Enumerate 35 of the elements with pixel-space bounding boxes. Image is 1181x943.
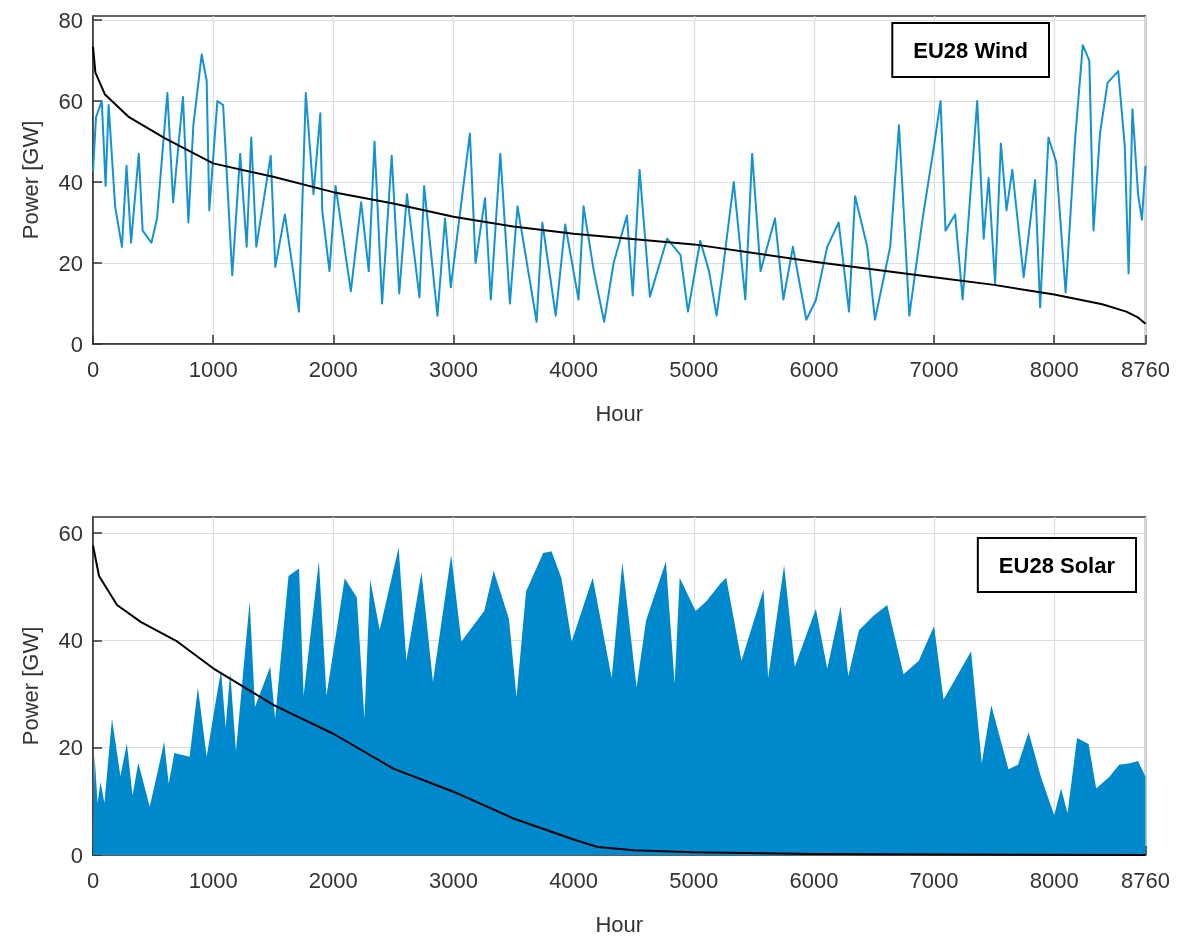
x-tick-label: 8760 [1121, 867, 1171, 893]
x-tick-label: 1000 [188, 867, 238, 893]
y-tick-label: 80 [58, 7, 83, 33]
x-tick-label: 6000 [789, 867, 839, 893]
y-axis-title: Power [GW] [17, 120, 43, 240]
y-tick-label: 20 [58, 250, 83, 276]
x-tick-label: 2000 [308, 867, 358, 893]
x-tick-label: 3000 [428, 867, 478, 893]
x-tick-label: 4000 [549, 867, 599, 893]
x-tick-label: 5000 [669, 356, 719, 382]
y-tick-label: 0 [70, 331, 83, 357]
x-tick-label: 2000 [308, 356, 358, 382]
y-axis-title: Power [GW] [17, 626, 43, 746]
x-tick-label: 8000 [1029, 356, 1079, 382]
annotation: EU28 Solar [998, 552, 1116, 578]
x-tick-label: 0 [86, 356, 100, 382]
x-tick-label: 8000 [1029, 867, 1079, 893]
x-tick-label: 3000 [428, 356, 478, 382]
y-tick-label: 60 [58, 520, 83, 546]
y-tick-label: 40 [58, 627, 83, 653]
x-axis-title: Hour [595, 911, 644, 937]
x-tick-label: 0 [86, 867, 100, 893]
y-tick-label: 0 [70, 842, 83, 868]
x-tick-label: 4000 [549, 356, 599, 382]
x-tick-label: 7000 [909, 356, 959, 382]
x-tick-label: 7000 [909, 867, 959, 893]
y-tick-label: 60 [58, 88, 83, 114]
annotation: EU28 Wind [913, 37, 1029, 63]
y-tick-label: 40 [58, 169, 83, 195]
x-tick-label: 5000 [669, 867, 719, 893]
x-tick-label: 1000 [188, 356, 238, 382]
x-tick-label: 6000 [789, 356, 839, 382]
x-tick-label: 8760 [1121, 356, 1171, 382]
x-axis-title: Hour [595, 400, 644, 426]
y-tick-label: 20 [58, 735, 83, 761]
